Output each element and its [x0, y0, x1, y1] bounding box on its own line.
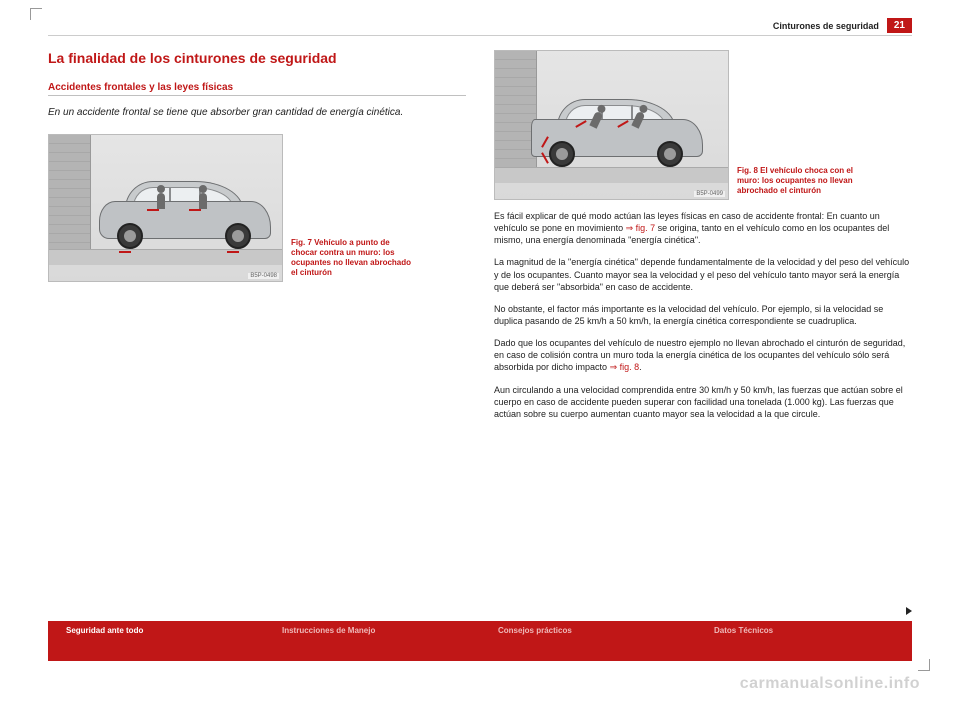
page-header: Cinturones de seguridad 21 [48, 18, 912, 36]
fig7-ref: ⇒ fig. 7 [626, 223, 656, 233]
fig8-ground [495, 167, 728, 183]
fig7-car [99, 185, 271, 249]
p4b: . [639, 362, 642, 372]
figure-8-row: B5P-0499 Fig. 8 El vehículo choca con el… [494, 50, 912, 200]
footer-tab-instrucciones[interactable]: Instrucciones de Manejo [264, 626, 480, 635]
motion-line [227, 251, 239, 253]
paragraph-4: Dado que los ocupantes del vehículo de n… [494, 337, 912, 373]
fig7-ground [49, 249, 282, 265]
crop-mark-br [918, 659, 930, 671]
figure-7-row: B5P-0498 Fig. 7 Vehículo a punto de choc… [48, 134, 466, 282]
page-number: 21 [887, 18, 912, 33]
p4a: Dado que los ocupantes del vehículo de n… [494, 338, 905, 372]
paragraph-3: No obstante, el factor más importante es… [494, 303, 912, 327]
intro-text: En un accidente frontal se tiene que abs… [48, 106, 466, 120]
fig7-wall [49, 135, 91, 251]
right-column: B5P-0499 Fig. 8 El vehículo choca con el… [494, 50, 912, 430]
figure-8-code: B5P-0499 [694, 191, 725, 197]
heading-1: La finalidad de los cinturones de seguri… [48, 50, 466, 66]
heading-2: Accidentes frontales y las leyes físicas [48, 82, 466, 96]
footer-nav: Seguridad ante todo Instrucciones de Man… [48, 621, 912, 661]
fig8-ref: ⇒ fig. 8 [610, 362, 640, 372]
paragraph-2: La magnitud de la "energía cinética" dep… [494, 256, 912, 292]
figure-7-caption: Fig. 7 Vehículo a punto de chocar contra… [291, 238, 413, 282]
motion-line [189, 209, 201, 211]
page-content: Cinturones de seguridad 21 La finalidad … [48, 18, 912, 658]
paragraph-1: Es fácil explicar de qué modo actúan las… [494, 210, 912, 246]
content-columns: La finalidad de los cinturones de seguri… [48, 50, 912, 430]
footer-tab-seguridad[interactable]: Seguridad ante todo [48, 626, 264, 635]
figure-7-code: B5P-0498 [248, 273, 279, 279]
figure-7-image: B5P-0498 [48, 134, 283, 282]
motion-line [119, 251, 131, 253]
footer-tab-datos[interactable]: Datos Técnicos [696, 626, 912, 635]
footer-tab-consejos[interactable]: Consejos prácticos [480, 626, 696, 635]
continue-arrow-icon [906, 607, 912, 615]
figure-8-image: B5P-0499 [494, 50, 729, 200]
fig8-car [531, 103, 703, 167]
paragraph-5: Aun circulando a una velocidad comprendi… [494, 384, 912, 420]
header-section-title: Cinturones de seguridad [773, 21, 879, 31]
watermark: carmanualsonline.info [740, 675, 920, 693]
left-column: La finalidad de los cinturones de seguri… [48, 50, 466, 430]
crop-mark-tl [30, 8, 42, 20]
figure-8-caption: Fig. 8 El vehículo choca con el muro: lo… [737, 166, 859, 200]
motion-line [147, 209, 159, 211]
